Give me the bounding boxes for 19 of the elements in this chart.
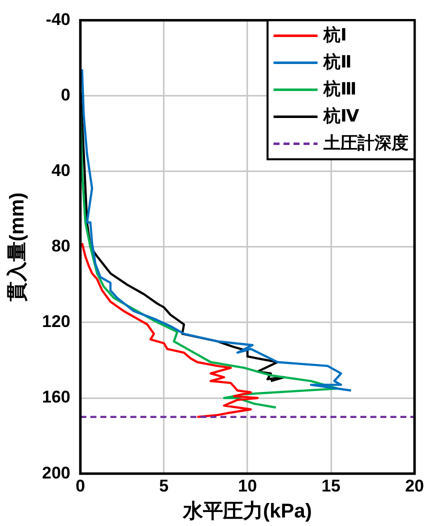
- x-tick-label: 15: [322, 476, 340, 496]
- y-axis-title: 貫入量(mm): [6, 192, 29, 302]
- legend-label: 杭Ⅱ: [322, 52, 352, 72]
- x-tick-label: 5: [159, 476, 169, 496]
- x-tick-label: 0: [76, 476, 86, 496]
- legend-label: 土圧計深度: [322, 133, 409, 152]
- legend-label: 杭Ⅲ: [322, 79, 357, 98]
- y-tick-label: 80: [51, 236, 70, 256]
- y-tick-label: -40: [46, 10, 70, 29]
- x-tick-label: 10: [238, 476, 257, 496]
- y-tick-label: 120: [42, 312, 70, 332]
- x-tick-label: 20: [405, 476, 424, 496]
- y-tick-label: 0: [60, 85, 70, 104]
- y-tick-label: 160: [42, 388, 70, 407]
- x-axis-title: 水平圧力(kPa): [182, 500, 312, 523]
- legend-label: 杭Ⅳ: [322, 106, 360, 126]
- legend-label: 杭Ⅰ: [322, 25, 347, 44]
- y-tick-label: 40: [51, 161, 70, 180]
- y-tick-label: 200: [42, 463, 70, 482]
